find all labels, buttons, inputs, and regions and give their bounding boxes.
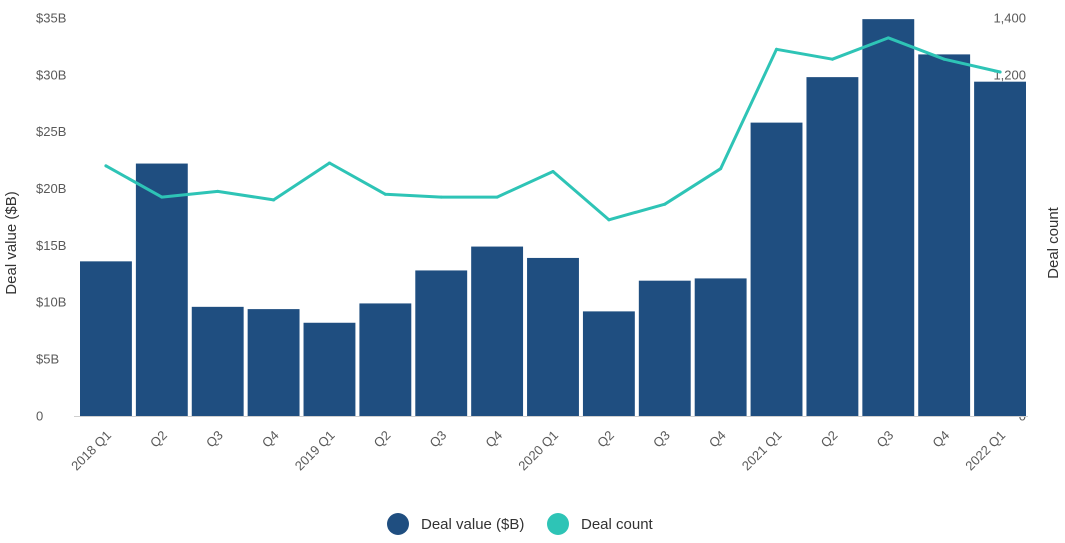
x-tick-label: 2022 Q1 (962, 428, 1008, 474)
bar[interactable] (527, 257, 579, 416)
left-tick-label: $20B (36, 181, 66, 196)
line-point[interactable] (495, 195, 499, 199)
line-point[interactable] (327, 161, 331, 165)
line-series (104, 36, 1002, 222)
x-tick-label: Q3 (874, 428, 897, 451)
x-tick-label: Q4 (929, 428, 952, 451)
bar-series (80, 19, 1026, 417)
bar[interactable] (471, 246, 524, 416)
line-point[interactable] (775, 47, 779, 51)
bar[interactable] (80, 261, 132, 416)
right-tick-label: 1,200 (993, 67, 1026, 82)
bar[interactable] (303, 322, 356, 416)
bar[interactable] (918, 54, 971, 416)
line-point[interactable] (216, 189, 220, 193)
line-point[interactable] (719, 167, 723, 171)
line-point[interactable] (383, 192, 387, 196)
x-tick-label: 2018 Q1 (68, 428, 114, 474)
x-tick-label: Q2 (371, 428, 394, 451)
x-tick-label: Q2 (147, 428, 170, 451)
line-point[interactable] (830, 57, 834, 61)
line-point[interactable] (942, 57, 946, 61)
bar[interactable] (750, 122, 803, 417)
x-tick-label: Q2 (818, 428, 841, 451)
x-tick-label: Q4 (482, 428, 505, 451)
x-tick-label: 2021 Q1 (739, 428, 785, 474)
right-tick-label: 1,400 (993, 10, 1026, 25)
bar[interactable] (415, 270, 468, 416)
left-tick-label: $30B (36, 67, 66, 82)
x-tick-label: 2019 Q1 (292, 428, 338, 474)
left-tick-label: $5B (36, 352, 59, 367)
x-tick-label: Q3 (203, 428, 226, 451)
line-point[interactable] (160, 195, 164, 199)
legend-label-deal-count[interactable]: Deal count (581, 516, 654, 533)
left-tick-label: $35B (36, 10, 66, 25)
bar[interactable] (694, 278, 747, 416)
x-tick-label: Q4 (706, 428, 729, 451)
bar[interactable] (974, 81, 1026, 417)
x-tick-label: Q4 (259, 428, 282, 451)
x-tick-label: Q2 (594, 428, 617, 451)
bar[interactable] (862, 19, 915, 416)
left-tick-label: $15B (36, 238, 66, 253)
line-point[interactable] (663, 202, 667, 206)
line-point[interactable] (104, 164, 108, 168)
right-axis-title: Deal count (1045, 206, 1062, 279)
line-point[interactable] (439, 195, 443, 199)
legend: Deal value ($B) Deal count (387, 513, 654, 535)
legend-label-deal-value[interactable]: Deal value ($B) (421, 516, 524, 533)
bar[interactable] (582, 311, 635, 416)
line-point[interactable] (886, 36, 890, 40)
x-tick-label: 2020 Q1 (515, 428, 561, 474)
legend-marker-deal-value[interactable] (387, 513, 409, 535)
bar[interactable] (247, 309, 300, 416)
line-point[interactable] (998, 70, 1002, 74)
left-tick-label: 0 (36, 408, 43, 423)
x-axis-ticks: 2018 Q1 Q2 Q3 Q4 2019 Q1 Q2 Q3 Q4 2020 Q1 Q2 Q3 Q4 2… (68, 428, 1008, 474)
line-point[interactable] (551, 170, 555, 174)
x-tick-label: Q3 (426, 428, 449, 451)
bar[interactable] (191, 306, 244, 416)
bar[interactable] (359, 303, 412, 416)
left-tick-label: $25B (36, 124, 66, 139)
line-point[interactable] (607, 218, 611, 222)
left-axis-ticks: 0 $5B $10B $15B $20B $25B $30B $35B (36, 10, 66, 423)
line-point[interactable] (272, 198, 276, 202)
bar[interactable] (638, 280, 691, 416)
left-tick-label: $10B (36, 295, 66, 310)
legend-marker-deal-count[interactable] (547, 513, 569, 535)
left-axis-title: Deal value ($B) (3, 191, 20, 294)
bar[interactable] (135, 163, 188, 416)
bar[interactable] (806, 77, 859, 416)
x-tick-label: Q3 (650, 428, 673, 451)
